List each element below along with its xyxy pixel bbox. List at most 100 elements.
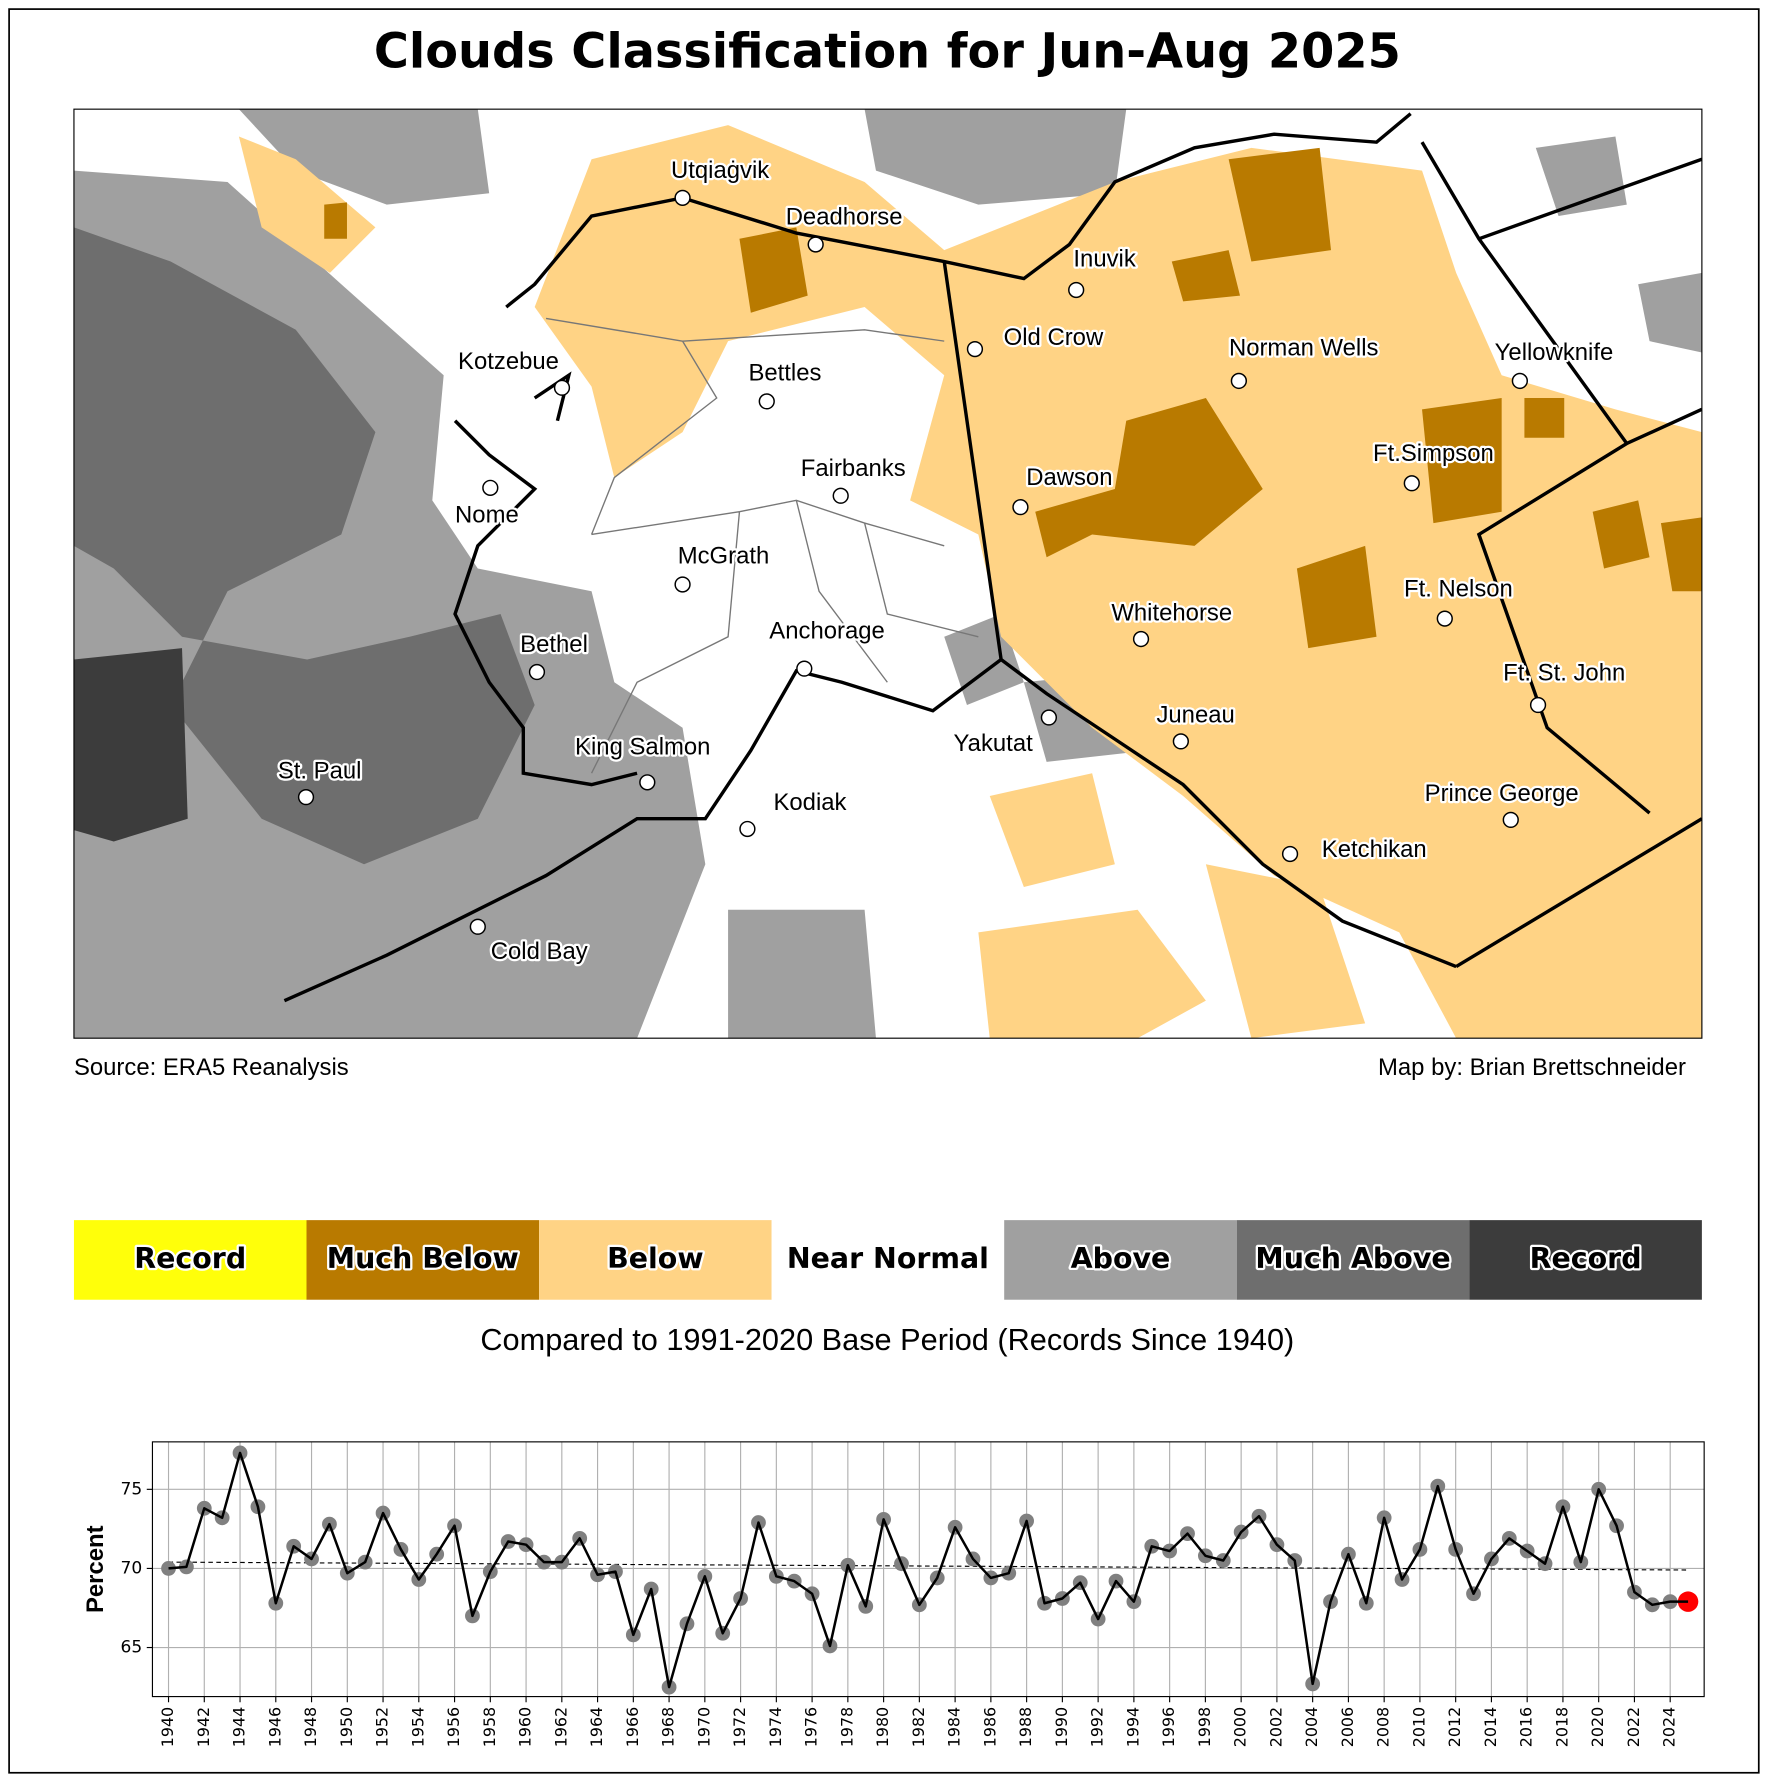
city-label: Deadhorse [786, 204, 903, 231]
legend-label: Record [1530, 1242, 1642, 1275]
x-tick-label: 1980 [873, 1707, 892, 1747]
y-tick-label: 70 [120, 1558, 142, 1578]
city-label: Prince George [1425, 780, 1579, 807]
x-tick-label: 1994 [1123, 1707, 1142, 1747]
city-marker [739, 820, 756, 838]
city-marker [1230, 372, 1248, 390]
city-label: Kodiak [773, 789, 846, 816]
city-marker [639, 774, 656, 791]
city-label: Juneau [1156, 702, 1234, 729]
city-marker [1281, 845, 1299, 863]
city-label: Nome [455, 502, 519, 529]
x-tick-label: 1996 [1159, 1707, 1178, 1747]
x-tick-label: 1974 [766, 1707, 785, 1747]
title: Clouds Classification for Jun-Aug 2025 [374, 25, 1401, 80]
x-tick-label: 1990 [1052, 1707, 1071, 1747]
city-label: Dawson [1026, 464, 1112, 491]
city-label: Ft. St. John [1503, 660, 1625, 687]
x-tick-label: 2000 [1231, 1707, 1250, 1747]
x-tick-label: 2002 [1266, 1707, 1285, 1747]
map [73, 109, 1702, 1039]
y-tick-label: 75 [120, 1479, 142, 1499]
legend-label: Much Below [327, 1242, 519, 1275]
city-label: King Salmon [575, 734, 710, 761]
x-tick-label: 1944 [230, 1707, 249, 1747]
city-marker [1172, 733, 1189, 750]
x-tick-label: 1998 [1195, 1707, 1214, 1747]
legend-swatch [306, 1220, 540, 1300]
city-label: Yakutat [954, 730, 1034, 757]
legend-label: Above [1071, 1242, 1171, 1275]
city-marker [966, 340, 984, 358]
map-border [73, 108, 1703, 1039]
city-label: Ft.Simpson [1373, 440, 1494, 467]
x-tick-label: 1984 [945, 1707, 964, 1747]
x-tick-label: 1976 [802, 1707, 821, 1747]
frame [8, 8, 1760, 1774]
x-tick-label: 2014 [1481, 1707, 1500, 1747]
city-marker [674, 189, 691, 206]
legend-swatch [771, 1220, 1005, 1300]
x-tick-label: 2020 [1588, 1707, 1607, 1747]
x-tick-label: 2004 [1302, 1707, 1321, 1747]
city-marker [1132, 630, 1150, 648]
city-label: Ft. Nelson [1404, 575, 1513, 602]
city-marker [528, 663, 546, 681]
city-marker [1068, 281, 1085, 299]
x-tick-label: 1946 [265, 1707, 284, 1747]
city-marker [482, 479, 499, 496]
x-tick-label: 2016 [1517, 1707, 1536, 1747]
legend-swatch [1469, 1220, 1702, 1300]
city-label: Kotzebue [458, 348, 559, 375]
line-chart: 1940 1942 1944 1946 1948 1950 1952 1954 1956 1958… [82, 1441, 1705, 1747]
legend-label: Near Normal [787, 1242, 989, 1275]
city-label: Anchorage [769, 618, 885, 645]
city-marker [1511, 372, 1528, 390]
trend-line [168, 1561, 1689, 1571]
city-layer: Utqiaġvik Deadhorse Inuvik Old Crow Norman W… [276, 155, 1628, 968]
x-tick-label: 1972 [730, 1707, 749, 1747]
x-tick-label: 2024 [1660, 1707, 1679, 1747]
x-tick-label: 2012 [1445, 1707, 1464, 1747]
city-marker [1529, 696, 1547, 714]
legend-swatch [1004, 1220, 1237, 1300]
city-label: Norman Wells [1229, 334, 1379, 361]
source: Source: ERA5 Reanalysis [74, 1054, 349, 1081]
x-tick-label: 2006 [1338, 1707, 1357, 1747]
x-tick-label: 1958 [480, 1707, 499, 1747]
legend: Record Much Below Below Near Normal Above Muc… [73, 1220, 1702, 1300]
city-marker [832, 487, 849, 504]
legend-label: Record [134, 1242, 246, 1275]
x-tick-label: 1964 [587, 1707, 606, 1747]
x-tick-label: 1940 [158, 1707, 177, 1747]
legend-label: Below [607, 1242, 703, 1275]
x-tick-label: 1988 [1016, 1707, 1035, 1747]
x-tick-label: 1962 [551, 1707, 570, 1747]
plot-frame [151, 1441, 1705, 1698]
x-tick-label: 2008 [1374, 1707, 1393, 1747]
city-label: Yellowknife [1495, 339, 1614, 366]
y-tick-label: 65 [120, 1638, 142, 1658]
x-tick-label: 1986 [980, 1707, 999, 1747]
city-label: Whitehorse [1111, 599, 1232, 626]
city-marker [469, 918, 486, 935]
city-marker [758, 393, 775, 410]
city-marker [553, 379, 571, 396]
credit: Map by: Brian Brettschneider [1378, 1054, 1686, 1081]
x-tick-label: 1956 [444, 1707, 463, 1747]
x-tick-label: 2010 [1409, 1707, 1428, 1747]
city-label: Ketchikan [1322, 836, 1427, 863]
x-tick-label: 1948 [301, 1707, 320, 1747]
x-tick-label: 1992 [1088, 1707, 1107, 1747]
city-label: St. Paul [278, 757, 362, 784]
legend-swatch [1236, 1220, 1470, 1300]
city-label: Bettles [748, 359, 821, 386]
city-label: Utqiaġvik [671, 157, 769, 184]
city-label: Fairbanks [801, 455, 906, 482]
city-marker [297, 788, 315, 806]
city-label: McGrath [678, 543, 770, 570]
x-tick-label: 1952 [373, 1707, 392, 1747]
city-marker [1012, 499, 1029, 516]
